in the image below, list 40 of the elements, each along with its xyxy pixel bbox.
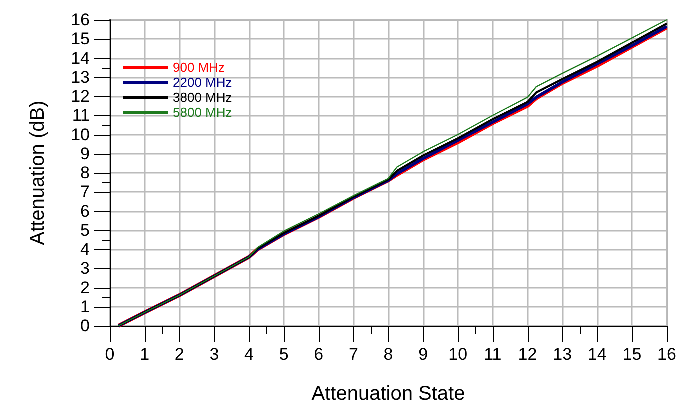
y-axis-title: Attenuation (dB) (27, 100, 49, 246)
x-tick-label: 15 (622, 345, 642, 364)
y-tick-label: 15 (71, 30, 90, 49)
x-tick-label: 16 (658, 345, 676, 364)
y-tick-label: 5 (80, 220, 90, 240)
legend-label: 2200 MHz (173, 75, 232, 90)
y-tick-label: 0 (80, 316, 90, 336)
y-tick-label: 1 (80, 297, 90, 316)
x-tick-label: 13 (553, 345, 572, 364)
y-tick-label: 8 (80, 164, 90, 182)
x-tick-label: 4 (244, 345, 254, 364)
legend-label: 900 MHz (173, 60, 226, 75)
y-tick-label: 2 (80, 278, 90, 298)
x-tick-label: 5 (279, 345, 289, 364)
x-tick-label: 14 (588, 345, 607, 364)
y-tick-label: 13 (71, 68, 90, 87)
x-tick-label: 6 (314, 345, 324, 364)
x-tick-label: 0 (105, 345, 115, 364)
y-tick-label: 11 (72, 106, 90, 126)
x-tick-label: 2 (174, 345, 184, 364)
legend-label: 3800 MHz (173, 90, 232, 105)
x-tick-label: 7 (348, 345, 358, 364)
y-tick-label: 12 (71, 87, 90, 106)
y-tick-label: 7 (80, 182, 90, 202)
x-axis-title: Attenuation State (312, 383, 466, 405)
y-tick-label: 6 (80, 202, 90, 221)
x-tick-label: 8 (384, 345, 394, 364)
y-tick-label: 9 (80, 144, 90, 164)
y-tick-label: 4 (80, 240, 90, 259)
y-tick-label: 10 (71, 125, 90, 144)
y-tick-label: 14 (71, 48, 90, 68)
x-tick-label: 10 (448, 345, 468, 364)
x-tick-label: 9 (418, 345, 428, 364)
x-tick-label: 11 (484, 345, 502, 364)
x-tick-label: 12 (518, 345, 538, 364)
x-tick-label: 3 (210, 345, 220, 364)
y-tick-label: 3 (80, 259, 90, 278)
legend-label: 5800 MHz (173, 105, 232, 120)
y-tick-label: 16 (71, 10, 90, 30)
x-tick-label: 1 (140, 345, 150, 364)
